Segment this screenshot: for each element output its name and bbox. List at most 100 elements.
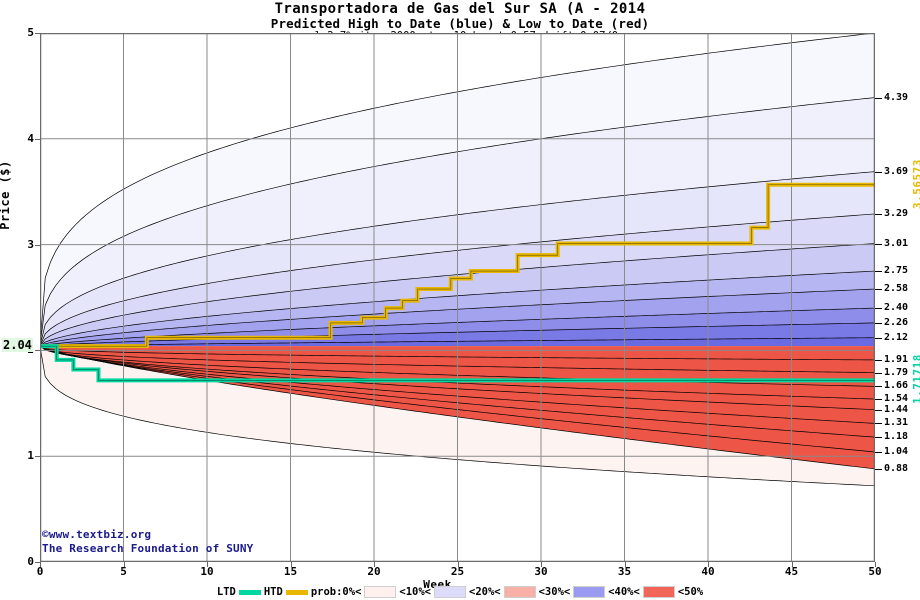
high-probability-band-1: [40, 97, 875, 347]
right-tick-mark: [875, 359, 882, 361]
right-tick-label: 1.04: [884, 445, 909, 457]
right-tick-mark: [875, 171, 882, 173]
right-tick-label: 2.12: [884, 331, 909, 343]
legend-band-label-0: <10%<: [399, 586, 431, 598]
right-tick-label: 1.66: [884, 380, 909, 392]
right-tick-label: 3.29: [884, 207, 909, 219]
right-tick-mark: [875, 423, 882, 425]
legend-band-label-1: <20%<: [469, 586, 501, 598]
right-tick-mark: [875, 322, 882, 324]
start-price-label: 2.04: [2, 338, 33, 353]
x-tick: 15: [283, 565, 298, 578]
x-tick: 10: [200, 565, 214, 578]
legend-ltd-swatch: [238, 589, 261, 595]
plot-area: [40, 33, 875, 562]
right-tick-mark: [875, 213, 882, 215]
y-tick-mark: [35, 562, 40, 563]
legend-band-label-4: <50%: [677, 586, 704, 598]
fan-chart-svg: [40, 33, 875, 562]
y-tick: 4: [27, 131, 34, 145]
right-tick-mark: [875, 308, 882, 310]
right-tick-label: 1.44: [884, 403, 909, 415]
x-tick-mark: [875, 562, 876, 567]
legend-prob-label: prob:0%<: [310, 586, 362, 598]
htd-line-outline: [40, 184, 875, 347]
right-tick-mark: [875, 289, 882, 291]
x-tick-mark: [457, 562, 459, 567]
y-tick: 5: [27, 26, 34, 39]
watermark-line-2: The Research Foundation of SUNY: [42, 542, 254, 555]
right-tick-label: 1.54: [884, 393, 909, 405]
right-tick-mark: [875, 451, 882, 453]
y-tick: 1: [27, 449, 34, 463]
chart-legend: LTD HTD prob:0%< <10%< <20%< <30%< <40%< <50%: [0, 585, 920, 599]
x-tick: 20: [367, 565, 381, 578]
right-tick-label: 3.01: [884, 237, 909, 249]
x-tick: 30: [534, 565, 548, 578]
ltd-end-value-label: 1.71718: [911, 354, 920, 405]
x-tick: 40: [701, 565, 715, 578]
right-tick-label: 2.40: [884, 302, 909, 314]
high-probability-band-2: [40, 171, 875, 347]
x-tick-mark: [374, 562, 375, 567]
x-tick-mark: [40, 562, 41, 567]
y-tick-mark: [35, 244, 40, 246]
right-tick-mark: [875, 243, 882, 245]
watermark: ©www.textbiz.org The Research Foundation…: [42, 528, 254, 556]
chart-subtitle: Predicted High to Date (blue) & Low to D…: [270, 16, 650, 31]
x-tick: 0: [36, 565, 44, 578]
right-tick-label: 2.58: [884, 283, 909, 295]
x-tick: 5: [120, 565, 127, 578]
plot-frame: [40, 33, 875, 562]
legend-band-label-3: <40%<: [608, 586, 640, 598]
x-tick: 50: [868, 565, 882, 578]
right-tick-mark: [875, 337, 882, 339]
y-tick-mark: [35, 33, 40, 34]
x-tick: 35: [617, 565, 632, 578]
high-probability-band-3: [40, 213, 875, 347]
legend-band-swatch-1: [434, 586, 466, 598]
x-tick-mark: [541, 562, 542, 567]
right-tick-mark: [875, 437, 882, 439]
right-tick-label: 0.88: [884, 462, 909, 474]
y-tick: 0: [27, 555, 34, 568]
legend-ltd-label: LTD: [216, 586, 236, 598]
legend-band-label-2: <30%<: [538, 586, 571, 598]
right-tick-label: 2.26: [884, 316, 909, 328]
x-tick-mark: [624, 562, 626, 567]
watermark-line-1: ©www.textbiz.org: [42, 528, 152, 541]
right-tick-label: 3.69: [884, 165, 909, 177]
right-tick-mark: [875, 409, 882, 411]
right-tick-mark: [875, 386, 882, 388]
x-tick-mark: [791, 562, 793, 567]
legend-band-swatch-2: [503, 586, 536, 598]
x-tick-mark: [207, 562, 208, 567]
legend-band-swatch-3: [573, 586, 606, 598]
y-tick: 3: [27, 237, 34, 251]
y-tick-mark: [35, 138, 40, 140]
x-tick-mark: [290, 562, 292, 567]
right-tick-label: 1.79: [884, 366, 909, 378]
right-tick-label: 1.31: [884, 417, 909, 429]
legend-htd-label: HTD: [263, 586, 283, 598]
legend-band-swatch-0: [364, 586, 397, 598]
x-tick: 25: [450, 565, 465, 578]
x-tick-mark: [123, 562, 125, 567]
htd-end-value-label: 3.56573: [911, 158, 920, 209]
y-tick-mark: [35, 456, 40, 458]
x-tick: 45: [784, 565, 799, 578]
right-tick-label: 2.75: [884, 265, 909, 277]
right-tick-mark: [875, 97, 882, 99]
ltd-line-outline: [40, 345, 875, 381]
page-title: Transportadora de Gas del Sur SA (A - 20…: [274, 1, 646, 17]
right-tick-label: 1.91: [884, 353, 909, 365]
x-tick-mark: [708, 562, 709, 567]
right-tick-mark: [875, 468, 882, 470]
right-tick-mark: [875, 399, 882, 401]
legend-htd-swatch: [285, 589, 308, 595]
right-tick-mark: [875, 372, 882, 374]
right-tick-label: 1.18: [884, 431, 909, 443]
legend-band-swatch-4: [642, 586, 675, 598]
high-probability-band-0: [40, 33, 875, 347]
